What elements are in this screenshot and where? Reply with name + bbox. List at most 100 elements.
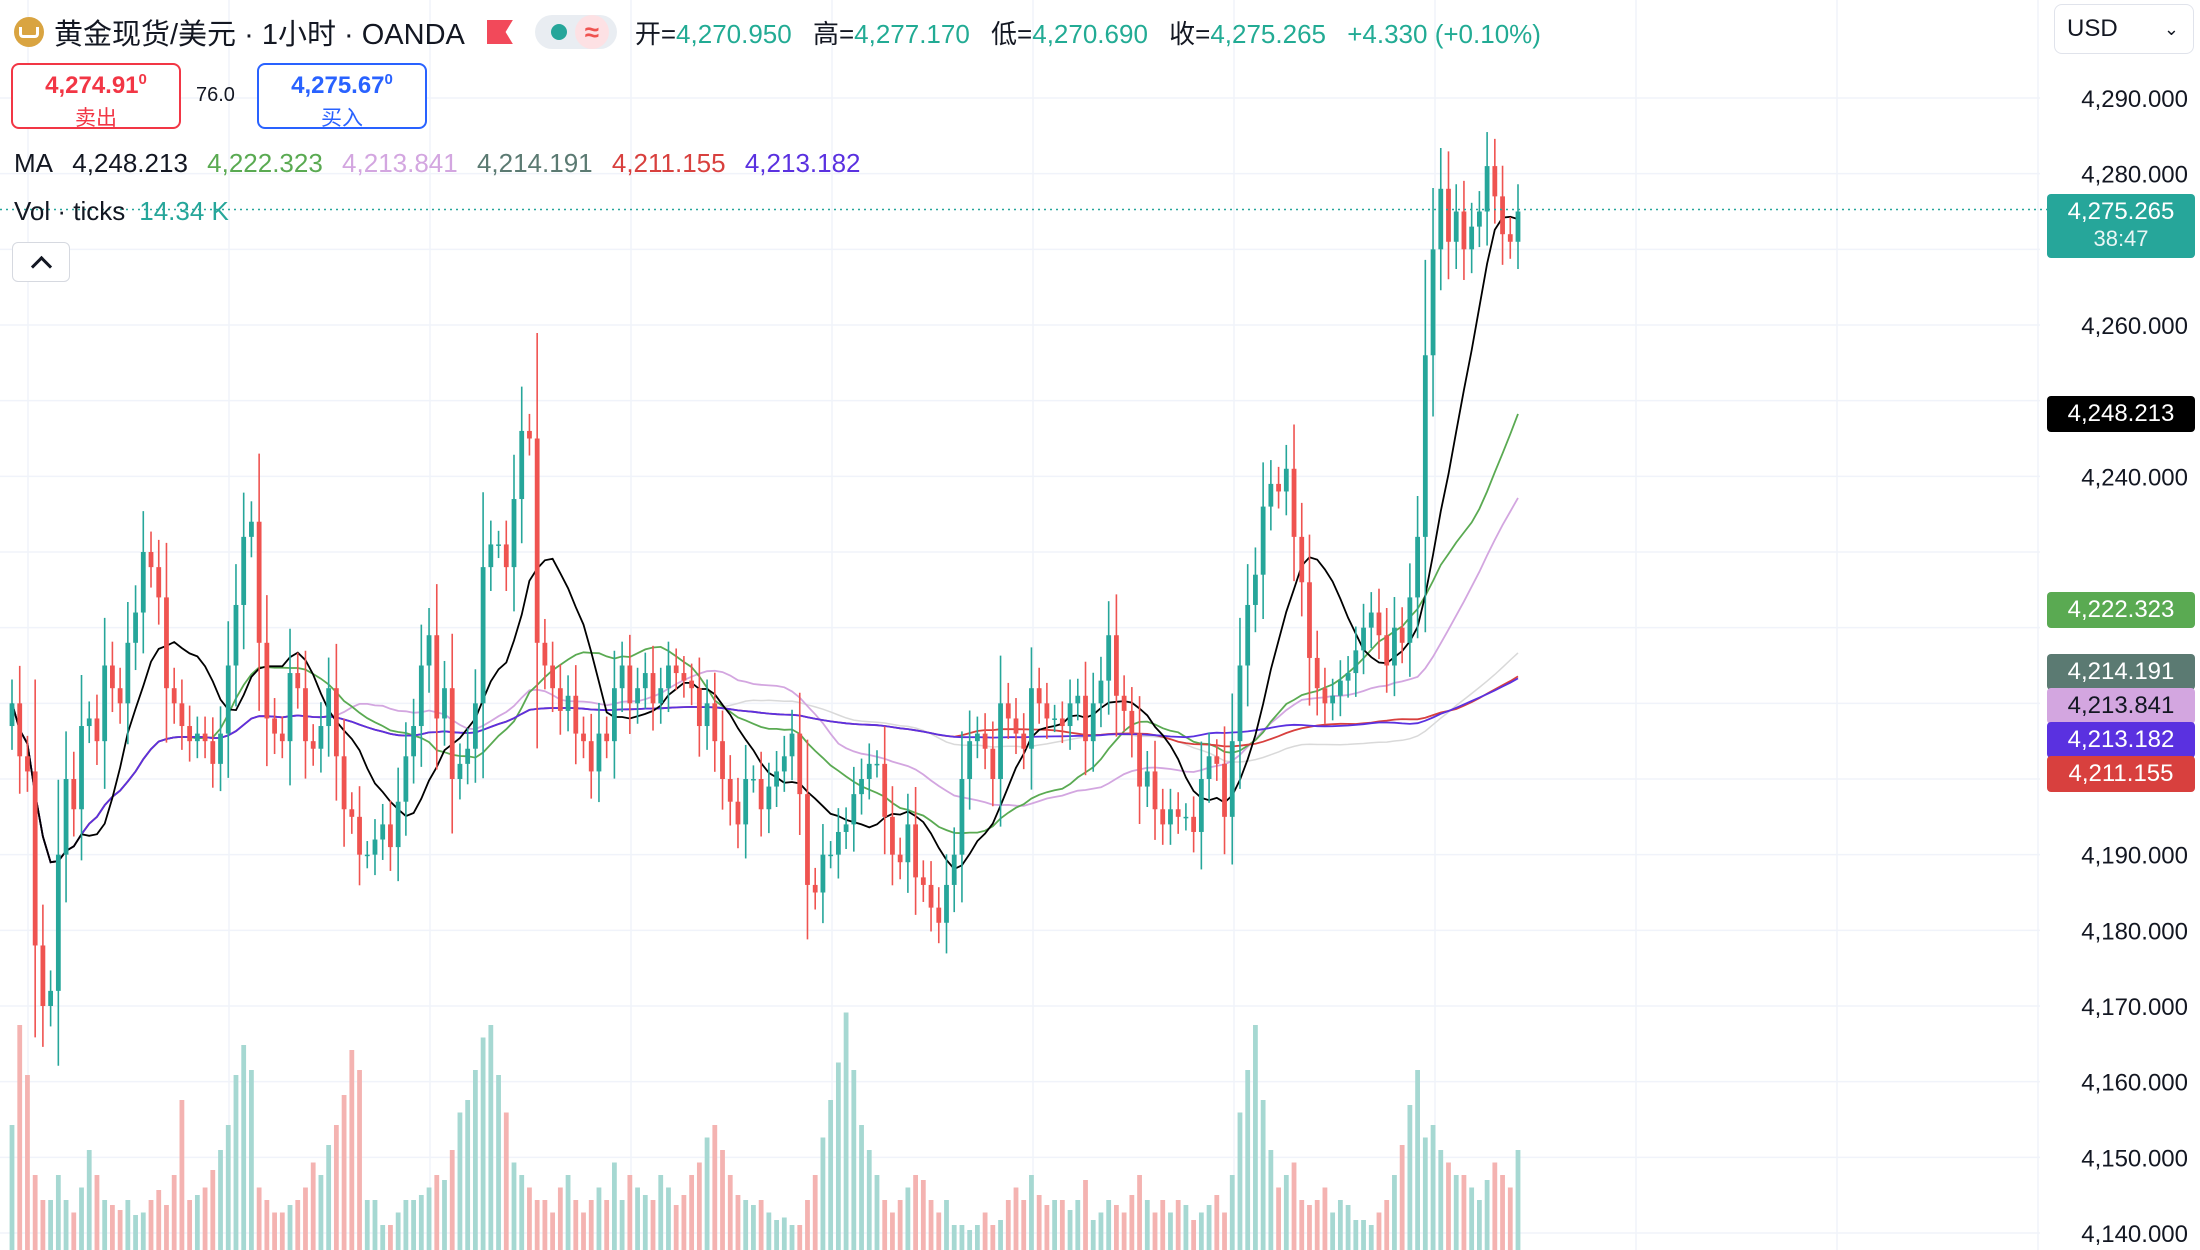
candle[interactable] <box>117 667 123 724</box>
candle[interactable] <box>789 709 795 781</box>
candle[interactable] <box>1484 132 1490 246</box>
candle[interactable] <box>1198 741 1204 870</box>
candle[interactable] <box>519 386 525 544</box>
flag-icon[interactable] <box>486 20 513 44</box>
candle[interactable] <box>380 803 386 860</box>
candle[interactable] <box>1291 424 1297 582</box>
candle[interactable] <box>1237 617 1243 789</box>
candle[interactable] <box>859 758 864 815</box>
candle[interactable] <box>689 663 695 706</box>
candle[interactable] <box>1438 147 1444 291</box>
candle[interactable] <box>565 675 571 732</box>
candle[interactable] <box>488 520 494 591</box>
candle[interactable] <box>1276 466 1281 509</box>
candle[interactable] <box>364 841 370 869</box>
candle[interactable] <box>1183 803 1189 831</box>
candle[interactable] <box>32 679 38 1038</box>
candle[interactable] <box>9 679 15 750</box>
candle[interactable] <box>1507 217 1513 259</box>
candle[interactable] <box>588 713 594 799</box>
price-axis[interactable]: 4,140.000 4,150.000 4,160.000 4,170.000 4,18… <box>2081 86 2188 1248</box>
candle[interactable] <box>1067 679 1073 750</box>
candle[interactable] <box>1245 564 1251 707</box>
candle[interactable] <box>1453 184 1459 270</box>
candle[interactable] <box>1376 588 1382 660</box>
candle[interactable] <box>102 617 108 789</box>
candle[interactable] <box>712 672 718 772</box>
candlesticks[interactable] <box>9 132 1521 1066</box>
collapse-legend-button[interactable] <box>12 242 70 282</box>
candle[interactable] <box>1307 534 1312 706</box>
candle[interactable] <box>1299 502 1305 617</box>
candle[interactable] <box>1430 188 1436 417</box>
candle[interactable] <box>249 501 254 558</box>
candle[interactable] <box>164 542 169 743</box>
candle[interactable] <box>63 731 69 903</box>
candle[interactable] <box>766 762 772 834</box>
candle[interactable] <box>133 585 138 671</box>
candle[interactable] <box>1492 138 1498 224</box>
candle[interactable] <box>1253 547 1258 633</box>
candle[interactable] <box>1044 682 1050 739</box>
candle[interactable] <box>1353 626 1359 697</box>
candle[interactable] <box>1422 259 1428 633</box>
candle[interactable] <box>1337 660 1343 717</box>
candle[interactable] <box>480 492 486 779</box>
candle[interactable] <box>25 735 30 792</box>
buy-button[interactable]: 4,275.670 买入 <box>257 63 427 130</box>
candle[interactable] <box>735 777 741 849</box>
candle[interactable] <box>897 837 903 880</box>
candle[interactable] <box>1407 563 1413 677</box>
candle[interactable] <box>1083 661 1088 776</box>
candle[interactable] <box>967 710 973 810</box>
candle[interactable] <box>357 786 362 886</box>
candle[interactable] <box>210 717 216 788</box>
candle[interactable] <box>550 641 556 713</box>
candle[interactable] <box>1098 656 1104 728</box>
candle[interactable] <box>341 718 347 847</box>
candle[interactable] <box>696 657 702 757</box>
candle[interactable] <box>905 793 911 893</box>
candle[interactable] <box>1121 675 1127 732</box>
candle[interactable] <box>465 728 471 785</box>
candle[interactable] <box>449 633 455 834</box>
sell-button[interactable]: 4,274.910 卖出 <box>11 63 181 130</box>
candle[interactable] <box>928 861 934 932</box>
candle[interactable] <box>851 766 857 852</box>
candle[interactable] <box>604 716 610 759</box>
candle[interactable] <box>666 641 671 713</box>
candle[interactable] <box>1330 678 1336 721</box>
candle[interactable] <box>642 652 648 709</box>
candle[interactable] <box>110 641 115 713</box>
candle[interactable] <box>434 584 440 770</box>
candle[interactable] <box>256 453 262 711</box>
candle[interactable] <box>295 652 301 709</box>
candle[interactable] <box>1114 594 1119 737</box>
candle[interactable] <box>951 827 957 913</box>
candle[interactable] <box>496 530 501 559</box>
candle[interactable] <box>1160 788 1166 845</box>
candle[interactable] <box>920 860 926 902</box>
candle[interactable] <box>1090 672 1096 772</box>
candle[interactable] <box>1059 701 1065 744</box>
candle[interactable] <box>1461 180 1467 280</box>
candle[interactable] <box>1384 607 1390 693</box>
candle[interactable] <box>828 841 834 869</box>
candle[interactable] <box>1322 667 1328 724</box>
candle[interactable] <box>1469 202 1475 274</box>
candle[interactable] <box>287 628 293 786</box>
candle[interactable] <box>990 721 996 807</box>
candle[interactable] <box>310 724 316 766</box>
candle[interactable] <box>318 702 324 773</box>
candle[interactable] <box>727 755 733 826</box>
candle[interactable] <box>820 824 826 924</box>
candle[interactable] <box>627 634 633 734</box>
candle[interactable] <box>557 664 563 735</box>
candle[interactable] <box>233 564 239 707</box>
candle[interactable] <box>372 819 378 876</box>
candle[interactable] <box>48 970 54 1027</box>
candle[interactable] <box>890 786 895 886</box>
candle[interactable] <box>148 531 154 588</box>
candle[interactable] <box>349 792 355 834</box>
candle[interactable] <box>403 722 409 836</box>
